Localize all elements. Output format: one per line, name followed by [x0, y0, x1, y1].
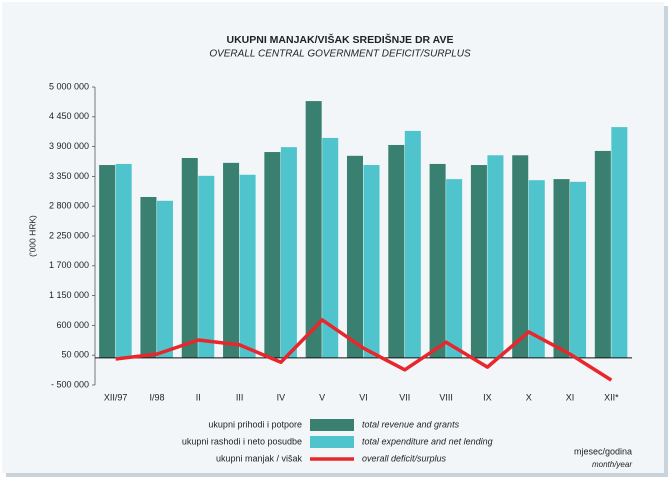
x-axis-label-en: month/year	[592, 460, 632, 469]
y-tick-label: - 500 000	[51, 379, 89, 389]
y-tick-label: 5 000 000	[49, 81, 89, 91]
x-tick-label: XII*	[604, 392, 619, 402]
bar	[140, 196, 157, 358]
x-axis-label: mjesec/godina	[574, 446, 632, 456]
legend-label-hr: ukupni manjak / višak	[216, 453, 303, 463]
bar	[181, 157, 198, 358]
y-tick-label: 4 450 000	[49, 111, 89, 121]
y-axis-label: ('000 HRK)	[27, 215, 37, 257]
chart-subtitle: OVERALL CENTRAL GOVERNMENT DEFICIT/SURPL…	[209, 49, 471, 60]
bar	[570, 181, 587, 358]
bar	[388, 144, 405, 358]
bar	[264, 152, 281, 358]
x-tick-label: II	[196, 392, 201, 402]
y-tick-label: 1 150 000	[49, 290, 89, 300]
bar	[512, 155, 529, 358]
legend-label: overall deficit/surplus	[362, 453, 447, 463]
x-tick-label: IV	[277, 392, 286, 402]
y-tick-label: 1 700 000	[49, 260, 89, 270]
x-tick-label: III	[236, 392, 244, 402]
chart-title: UKUPNI MANJAK/VIŠAK SREDIŠNJE DR AVE	[227, 33, 454, 46]
bar	[528, 180, 545, 358]
bar	[280, 147, 297, 358]
bar	[553, 179, 570, 358]
bar	[446, 179, 463, 358]
bar	[594, 150, 611, 358]
x-tick-label: X	[526, 392, 532, 402]
y-tick-label: 2 250 000	[49, 230, 89, 240]
legend-label: total revenue and grants	[362, 419, 460, 429]
bar	[156, 200, 173, 358]
x-tick-label: V	[319, 392, 325, 402]
bar	[322, 137, 339, 358]
x-tick-label: XI	[566, 392, 575, 402]
legend-swatch	[310, 419, 354, 431]
bar	[198, 175, 215, 358]
bar	[223, 162, 240, 358]
legend-label: total expenditure and net lending	[362, 436, 493, 446]
x-tick-label: IX	[483, 392, 492, 402]
y-tick-label: 600 000	[56, 320, 89, 330]
y-tick-label: 2 800 000	[49, 201, 89, 211]
bar	[611, 127, 628, 358]
x-tick-label: I/98	[149, 392, 164, 402]
line	[115, 318, 613, 382]
y-tick-label: 3 900 000	[49, 141, 89, 151]
legend-label-hr: ukupni prihodi i potpore	[208, 419, 302, 429]
x-tick-label: VII	[399, 392, 410, 402]
y-tick-label: 3 350 000	[49, 171, 89, 181]
bar	[99, 165, 116, 358]
bar	[404, 130, 421, 358]
bar	[429, 163, 446, 358]
bar	[239, 174, 256, 358]
bar	[115, 163, 132, 358]
bar	[305, 101, 322, 358]
legend-swatch	[310, 436, 354, 448]
x-tick-label: XII/97	[104, 392, 128, 402]
bar	[487, 155, 504, 358]
bar	[363, 165, 380, 358]
bar	[470, 165, 487, 358]
legend-label-hr: ukupni rashodi i neto posudbe	[182, 436, 302, 446]
y-tick-label: 50 000	[61, 350, 89, 360]
bar	[346, 155, 363, 358]
x-tick-label: VI	[359, 392, 368, 402]
x-tick-label: VIII	[439, 392, 453, 402]
